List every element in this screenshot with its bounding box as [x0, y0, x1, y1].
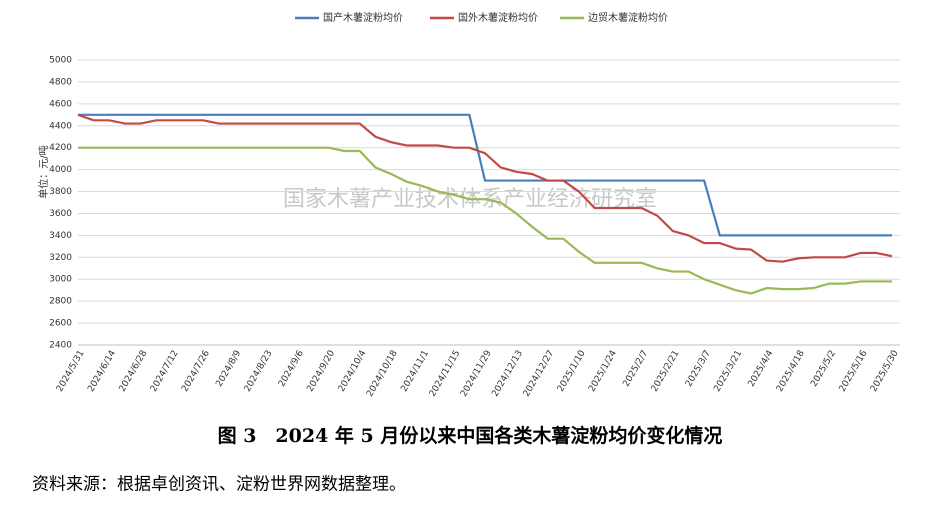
- y-tick-label: 2400: [49, 341, 72, 351]
- series-line: [78, 113, 892, 237]
- y-axis-label: 单位：元/吨: [37, 145, 50, 198]
- x-tick-label: 2024/8/23: [243, 349, 275, 394]
- legend-label: 国外木薯淀粉均价: [458, 11, 538, 24]
- x-tick-label: 2024/8/9: [214, 349, 243, 389]
- y-tick-label: 2800: [49, 297, 72, 307]
- x-tick-label: 2024/11/15: [428, 349, 463, 399]
- x-tick-label: 2025/2/7: [621, 349, 650, 389]
- x-tick-label: 2025/5/16: [838, 349, 870, 394]
- y-tick-label: 2600: [49, 319, 72, 329]
- y-tick-label: 4600: [49, 99, 72, 109]
- x-tick-label: 2024/11/29: [459, 349, 494, 399]
- x-tick-label: 2024/5/31: [55, 349, 87, 394]
- x-tick-label: 2024/7/26: [180, 349, 212, 394]
- legend-label: 国产木薯淀粉均价: [323, 11, 403, 24]
- y-tick-label: 3200: [49, 253, 72, 263]
- x-tick-label: 2024/10/18: [365, 349, 400, 399]
- series-line: [78, 146, 892, 295]
- x-tick-label: 2025/4/18: [775, 349, 807, 394]
- series-line: [77, 113, 893, 263]
- x-tick-label: 2025/3/21: [712, 349, 744, 394]
- x-tick-label: 2024/10/4: [337, 349, 369, 394]
- x-tick-label: 2024/9/6: [277, 349, 306, 389]
- source-note: 资料来源：根据卓创资讯、淀粉世界网数据整理。: [32, 475, 406, 495]
- x-tick-label: 2025/2/21: [650, 349, 682, 394]
- x-tick-label: 2024/6/28: [118, 349, 150, 394]
- x-tick-label: 2024/12/27: [522, 349, 557, 399]
- y-tick-label: 5000: [49, 56, 72, 66]
- legend-label: 边贸木薯淀粉均价: [588, 11, 668, 24]
- x-tick-label: 2024/7/12: [149, 349, 181, 394]
- y-tick-label: 4800: [49, 77, 72, 87]
- y-tick-label: 3400: [49, 231, 72, 241]
- y-tick-label: 4000: [49, 165, 72, 175]
- x-tick-label: 2024/12/13: [490, 349, 525, 399]
- x-tick-label: 2025/5/2: [809, 349, 838, 389]
- y-tick-label: 3600: [49, 209, 72, 219]
- x-tick-label: 2024/11/1: [399, 349, 431, 394]
- chart-title: 图 3 2024 年 5 月份以来中国各类木薯淀粉均价变化情况: [218, 424, 723, 447]
- y-tick-label: 3000: [49, 275, 72, 285]
- x-tick-label: 2025/3/7: [684, 349, 713, 389]
- x-tick-label: 2025/5/30: [869, 349, 901, 394]
- x-tick-label: 2025/4/4: [747, 349, 776, 389]
- x-tick-label: 2025/1/24: [587, 349, 619, 394]
- y-tick-label: 4400: [49, 121, 72, 131]
- y-tick-label: 3800: [49, 187, 72, 197]
- x-tick-label: 2024/9/20: [305, 349, 337, 394]
- x-tick-label: 2025/1/10: [556, 349, 588, 394]
- y-tick-label: 4200: [49, 143, 72, 153]
- x-tick-label: 2024/6/14: [86, 349, 118, 394]
